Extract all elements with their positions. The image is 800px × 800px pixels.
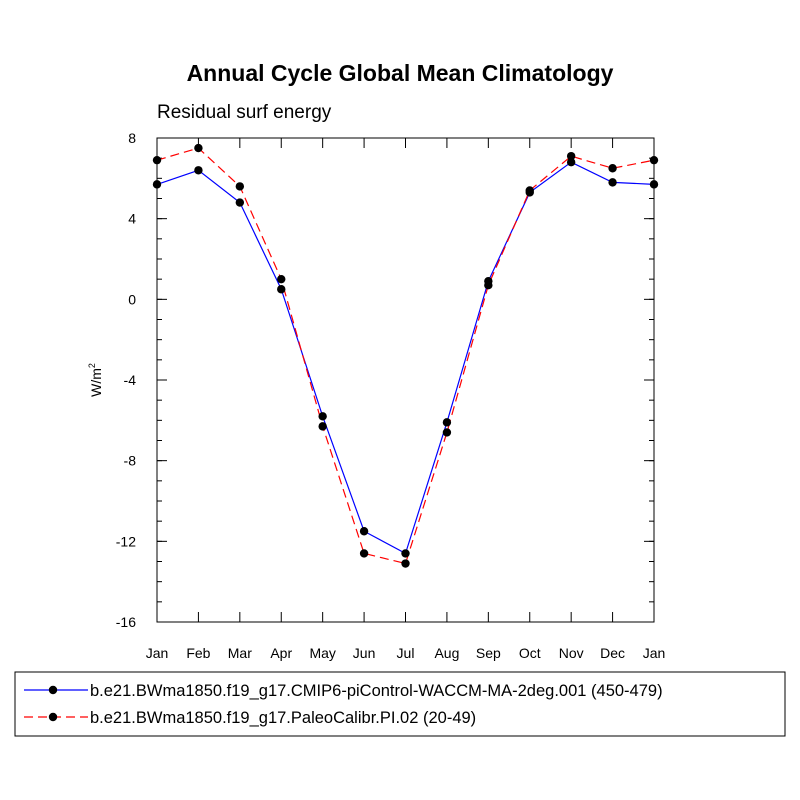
legend-series-2-label: b.e21.BWma1850.f19_g17.PaleoCalibr.PI.02… <box>90 709 476 727</box>
series-1-point <box>442 418 452 427</box>
y-tick-label: -4 <box>124 372 137 388</box>
x-tick-label: Mar <box>228 645 252 661</box>
chart-title: Annual Cycle Global Mean Climatology <box>187 60 614 86</box>
series-1-line <box>156 161 655 555</box>
series-2-point <box>484 281 493 290</box>
x-tick-label: Feb <box>186 645 210 661</box>
y-tick-label: -8 <box>124 453 137 469</box>
y-tick-label: 4 <box>128 211 136 227</box>
series-2-point <box>608 164 617 173</box>
y-tick-label: -16 <box>116 614 136 630</box>
chart-subtitle: Residual surf energy <box>157 102 332 123</box>
legend-series-1-label: b.e21.BWma1850.f19_g17.CMIP6-piControl-W… <box>90 682 663 700</box>
x-tick-label: Dec <box>600 645 625 661</box>
series-1-point <box>359 527 369 536</box>
series-2-point <box>525 186 534 195</box>
series-2-point <box>442 428 452 437</box>
series-1-point <box>608 178 617 187</box>
series-2-point <box>359 549 369 558</box>
x-tick-label: May <box>309 645 335 661</box>
series-2-point <box>194 143 203 153</box>
x-tick-label: Oct <box>519 645 541 661</box>
series-1-point <box>235 198 245 207</box>
x-tick-label: Jun <box>353 645 376 661</box>
y-tick-label: -12 <box>116 533 136 549</box>
series-1-point <box>194 166 203 175</box>
series-1-point <box>152 180 162 189</box>
series-1-point <box>401 549 410 558</box>
series-2-line <box>156 147 655 565</box>
legend-box <box>14 671 786 737</box>
y-tick-label: 0 <box>128 291 136 307</box>
y-axis-label-text: W/m <box>88 368 104 397</box>
x-tick-label: Jan <box>146 645 169 661</box>
series-1-point <box>649 180 659 189</box>
y-axis-label: W/m2 <box>87 363 104 397</box>
series-1-point <box>318 412 327 421</box>
series-2-point <box>401 559 410 568</box>
x-tick-label: Aug <box>434 645 459 661</box>
series-2-point <box>318 422 327 431</box>
series-2-point <box>566 151 576 161</box>
series-2-point <box>277 274 286 284</box>
y-tick-label: 8 <box>128 130 136 146</box>
series-2-point <box>152 155 162 165</box>
legend-series-1-marker <box>48 685 58 695</box>
series-1-point <box>566 158 576 167</box>
x-tick-label: Nov <box>559 645 584 661</box>
y-axis-label-superscript: 2 <box>87 363 97 368</box>
legend-series-2-marker <box>48 712 58 722</box>
x-tick-label: Sep <box>476 645 501 661</box>
series-2-point <box>649 155 659 165</box>
x-tick-label: Jul <box>397 645 415 661</box>
x-tick-label: Jan <box>643 645 666 661</box>
x-tick-label: Apr <box>270 645 292 661</box>
series-2-point <box>235 182 245 191</box>
series-1-point <box>277 285 286 294</box>
